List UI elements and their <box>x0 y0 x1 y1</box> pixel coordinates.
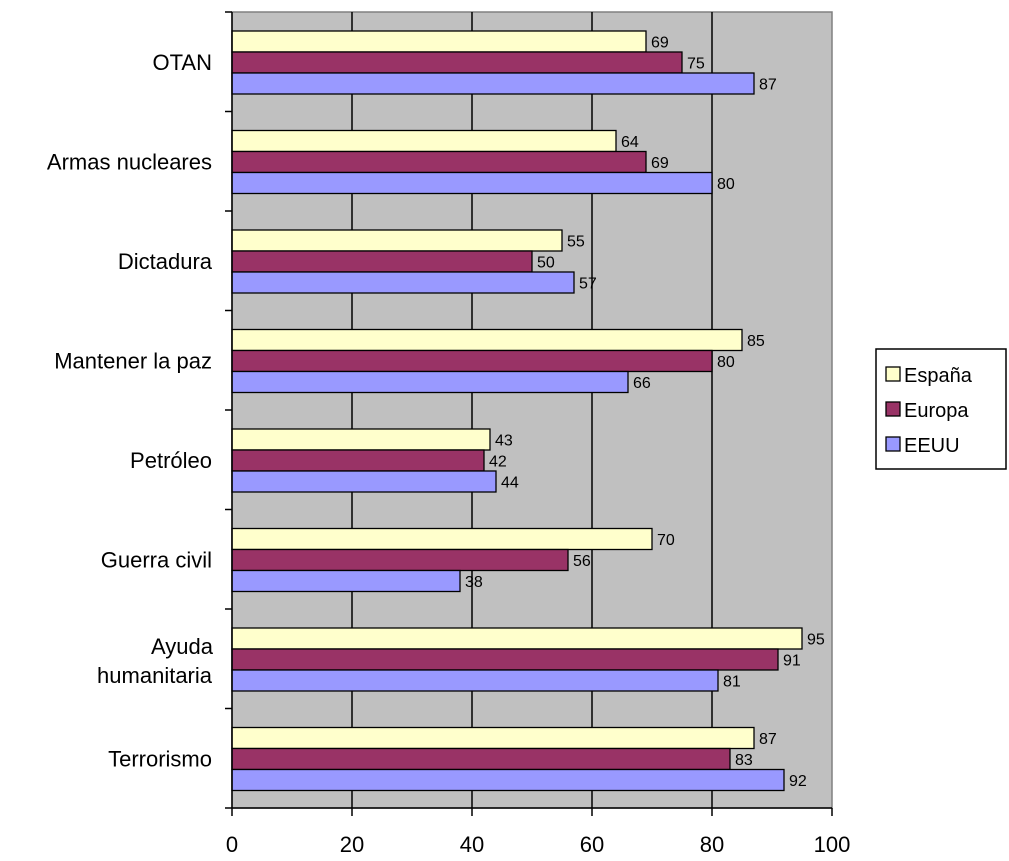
legend-swatch-europa <box>885 401 901 417</box>
x-tick-label: 100 <box>814 832 851 856</box>
data-label-eeuu-otan: 87 <box>759 77 777 94</box>
category-label-guerra-civil: Guerra civil <box>101 547 212 572</box>
data-label-espana-guerra-civil: 70 <box>657 532 675 549</box>
bar-espana-mantener-la-paz <box>231 328 743 352</box>
bar-eeuu-armas-nucleares <box>231 171 713 195</box>
bar-eeuu-mantener-la-paz <box>231 370 629 394</box>
bar-espana-dictadura <box>231 229 563 252</box>
bar-eeuu-ayuda-humanitaria <box>231 669 719 692</box>
x-tick-label: 80 <box>700 832 724 856</box>
x-tick-label: 0 <box>226 832 238 856</box>
legend-swatch-espana <box>885 366 901 382</box>
data-label-eeuu-petroleo: 44 <box>501 475 519 492</box>
category-label-mantener-la-paz: Mantener la paz <box>54 348 212 373</box>
data-label-espana-ayuda-humanitaria: 95 <box>807 632 825 649</box>
data-label-espana-armas-nucleares: 64 <box>621 134 639 151</box>
data-label-europa-ayuda-humanitaria: 91 <box>783 653 801 670</box>
x-tick-label: 20 <box>340 832 364 856</box>
bar-europa-guerra-civil <box>231 548 569 572</box>
bar-eeuu-terrorismo <box>231 768 785 792</box>
data-label-espana-mantener-la-paz: 85 <box>747 333 765 350</box>
data-label-espana-otan: 69 <box>651 35 669 52</box>
data-label-europa-armas-nucleares: 69 <box>651 155 669 172</box>
labels: 69 75 87 64 69 80 55 50 57 85 80 66 43 42 44 70 56 38 95 91… <box>47 35 851 858</box>
data-label-eeuu-guerra-civil: 38 <box>465 574 483 591</box>
bar-eeuu-otan <box>231 72 755 95</box>
data-label-europa-otan: 75 <box>687 56 705 73</box>
bar-eeuu-dictadura <box>231 271 575 294</box>
bar-europa-mantener-la-paz <box>231 349 713 373</box>
data-label-eeuu-ayuda-humanitaria: 81 <box>723 674 741 691</box>
data-label-eeuu-terrorismo: 92 <box>789 773 807 790</box>
x-tick-label: 60 <box>580 832 604 856</box>
category-label-dictadura: Dictadura <box>118 249 213 274</box>
legend-label-espana: España <box>904 365 973 387</box>
x-tick-label: 40 <box>460 832 484 856</box>
data-label-europa-mantener-la-paz: 80 <box>717 354 735 371</box>
legend-swatch-eeuu <box>885 436 901 452</box>
legend-label-europa: Europa <box>904 400 969 422</box>
bar-espana-armas-nucleares <box>231 129 617 153</box>
legend: España Europa EEUU <box>875 348 1007 470</box>
bar-espana-petroleo <box>231 428 491 451</box>
axes <box>225 11 833 816</box>
bar-espana-ayuda-humanitaria <box>231 627 803 650</box>
bar-eeuu-petroleo <box>231 470 497 493</box>
bar-europa-ayuda-humanitaria <box>231 648 779 671</box>
data-label-espana-petroleo: 43 <box>495 433 513 450</box>
bar-espana-guerra-civil <box>231 527 653 551</box>
category-label-ayuda-humanitaria: Ayuda humanitaria <box>97 634 214 688</box>
data-label-europa-petroleo: 42 <box>489 454 507 471</box>
bar-espana-otan <box>231 30 647 53</box>
bar-europa-otan <box>231 51 683 74</box>
data-label-eeuu-dictadura: 57 <box>579 276 597 293</box>
data-label-espana-dictadura: 55 <box>567 234 585 251</box>
bar-eeuu-guerra-civil <box>231 569 461 593</box>
category-label-terrorismo: Terrorismo <box>108 746 212 771</box>
bar-europa-dictadura <box>231 250 533 273</box>
category-label-petroleo: Petróleo <box>130 448 212 473</box>
data-label-eeuu-armas-nucleares: 80 <box>717 176 735 193</box>
data-label-europa-terrorismo: 83 <box>735 752 753 769</box>
bar-europa-petroleo <box>231 449 485 472</box>
legend-label-eeuu: EEUU <box>904 435 960 457</box>
data-label-europa-guerra-civil: 56 <box>573 553 591 570</box>
data-label-europa-dictadura: 50 <box>537 255 555 272</box>
category-label-armas-nucleares: Armas nucleares <box>47 149 212 174</box>
bar-europa-armas-nucleares <box>231 150 647 174</box>
bars <box>231 30 803 792</box>
category-label-otan: OTAN <box>153 50 212 75</box>
data-label-eeuu-mantener-la-paz: 66 <box>633 375 651 392</box>
bar-europa-terrorismo <box>231 747 731 771</box>
data-label-espana-terrorismo: 87 <box>759 731 777 748</box>
bar-espana-terrorismo <box>231 726 755 750</box>
